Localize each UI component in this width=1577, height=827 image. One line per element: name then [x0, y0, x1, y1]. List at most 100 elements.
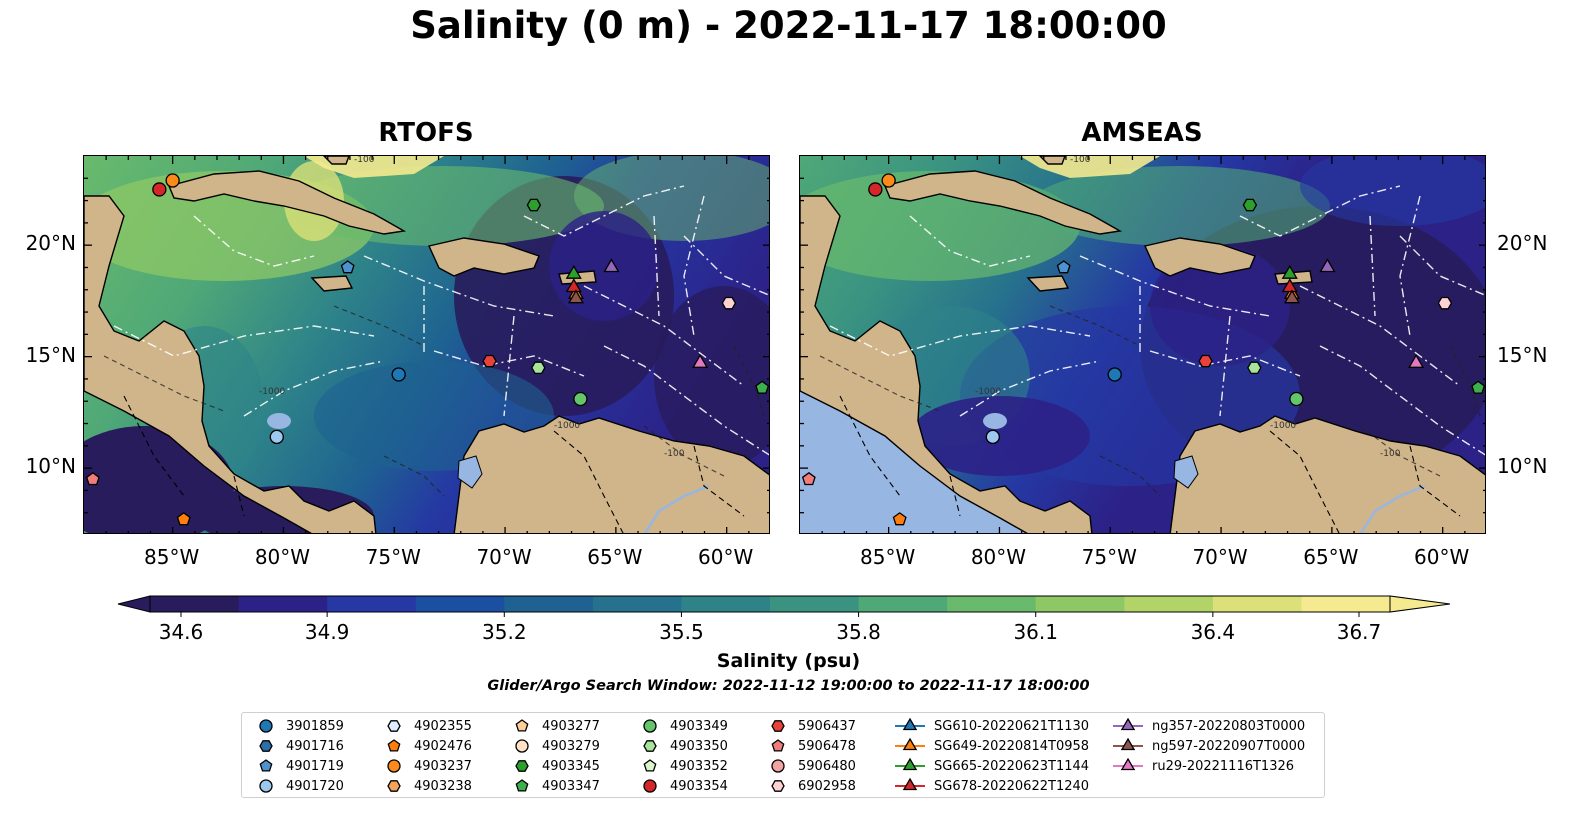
station-marker-4903237[interactable]	[165, 173, 180, 188]
station-marker-4903350[interactable]	[1247, 361, 1262, 375]
contour-label: -100	[1380, 449, 1401, 459]
country-border	[123, 395, 185, 497]
land-mass	[323, 156, 350, 165]
station-marker-4901720[interactable]	[985, 429, 1000, 445]
station-marker-5906478[interactable]	[801, 471, 816, 486]
country-border	[233, 475, 245, 517]
contour-label: -1000	[1270, 421, 1296, 431]
station-marker-5906437[interactable]	[482, 354, 497, 368]
lon-tick-label: 65°W	[1303, 545, 1359, 569]
land-mass	[1039, 156, 1066, 165]
legend-label: 3901859	[286, 718, 344, 734]
hexagon-marker-icon	[771, 720, 785, 732]
pentagon-marker-icon	[771, 739, 785, 752]
country-border	[553, 430, 624, 533]
colorbar-tick-label: 34.9	[304, 620, 350, 644]
legend-entry: 5906437	[766, 716, 856, 736]
station-marker-5906478[interactable]	[85, 471, 100, 486]
station-marker-3901859[interactable]	[391, 367, 406, 382]
circle-marker-icon	[643, 779, 657, 793]
colorbar-bin	[1035, 596, 1125, 612]
legend-entry: ng357-20220803T0000	[1112, 716, 1305, 736]
salinity-patch	[654, 286, 769, 466]
lon-tick-label: 75°W	[1081, 545, 1137, 569]
station-marker-4903347[interactable]	[755, 380, 769, 394]
glider-marker-SG678-20220622T1240[interactable]	[565, 278, 582, 293]
circle-marker-icon	[259, 719, 273, 733]
station-marker-4903354[interactable]	[152, 182, 167, 197]
eez-boundary	[583, 285, 745, 387]
station-marker-4902476[interactable]	[892, 512, 907, 526]
circle-marker-icon	[643, 719, 657, 733]
glider-marker-icon	[895, 717, 925, 731]
legend-entry: 4903237	[382, 756, 472, 776]
legend-entry: 4901719	[254, 756, 344, 776]
station-marker-6902958[interactable]	[1437, 296, 1453, 310]
hexagon-marker-icon	[387, 780, 401, 792]
colorbar-tick-label: 36.7	[1336, 620, 1382, 644]
station-marker-4901720[interactable]	[269, 429, 284, 445]
legend-entry: 4902476	[382, 736, 472, 756]
country-border	[693, 445, 745, 517]
station-marker-4903237[interactable]	[881, 173, 896, 188]
eez-boundary	[683, 235, 769, 296]
glider-marker-ng357-20220803T0000[interactable]	[603, 258, 620, 273]
glider-marker-ng597-20220907T0000[interactable]	[1283, 289, 1301, 304]
legend-label: 4903277	[542, 718, 600, 734]
station-marker-4903350[interactable]	[531, 361, 546, 375]
pentagon-marker-icon	[259, 759, 273, 772]
legend-label: 4903349	[670, 718, 728, 734]
eez-boundary	[523, 185, 685, 237]
colorbar-bin	[1212, 596, 1302, 612]
station-marker-3901859[interactable]	[1107, 367, 1122, 382]
colorbar-extend-low	[117, 595, 151, 613]
station-marker-4903354[interactable]	[868, 182, 883, 197]
glider-marker-ru29-20221116T1326[interactable]	[1408, 353, 1425, 368]
eez-boundary	[503, 315, 515, 417]
country-border	[1409, 445, 1461, 517]
land-mass	[800, 195, 1093, 533]
station-marker-4903349[interactable]	[573, 391, 588, 407]
land-mass	[310, 275, 354, 292]
legend: 3901859 4901716 4901719 4901720 4902355 49024…	[241, 712, 1325, 798]
circle-marker-icon	[771, 759, 785, 773]
station-marker-4903349[interactable]	[1289, 391, 1304, 407]
country-border	[839, 395, 901, 497]
legend-entry: 4903279	[510, 736, 600, 756]
lat-tick-label-left: 15°N	[25, 342, 76, 367]
station-marker-4903345[interactable]	[1242, 198, 1258, 212]
lake-maracaibo	[1173, 455, 1199, 489]
eez-boundary	[113, 325, 375, 357]
glider-marker-ng357-20220803T0000[interactable]	[1319, 258, 1336, 273]
land-mass	[453, 415, 769, 533]
station-marker-4901719[interactable]	[1056, 260, 1071, 274]
glider-marker-icon	[895, 757, 925, 771]
station-marker-5906437[interactable]	[1198, 354, 1213, 368]
station-marker-6902958[interactable]	[721, 296, 737, 310]
station-marker-4903347[interactable]	[1471, 380, 1485, 394]
station-marker-4902476[interactable]	[176, 512, 191, 526]
contour-label: -100	[664, 449, 685, 459]
glider-marker-SG665-20220623T1144[interactable]	[565, 264, 582, 279]
bathymetry-contour	[643, 425, 725, 477]
eez-boundary	[1399, 235, 1485, 296]
lon-tick-label: 70°W	[1192, 545, 1248, 569]
lake-nicaragua	[267, 413, 291, 429]
station-marker-4901719[interactable]	[340, 260, 355, 274]
legend-label: SG678-20220622T1240	[934, 778, 1090, 794]
legend-entry: 6902958	[766, 776, 856, 796]
glider-marker-SG665-20220623T1144[interactable]	[1281, 264, 1298, 279]
station-marker-4903345[interactable]	[526, 198, 542, 212]
glider-marker-ng597-20220907T0000[interactable]	[567, 289, 585, 304]
lake-maracaibo	[457, 455, 483, 489]
glider-marker-SG678-20220622T1240[interactable]	[1281, 278, 1298, 293]
legend-entry: 4903350	[638, 736, 728, 756]
legend-entry: 4903347	[510, 776, 600, 796]
map-panel-rtofs: -100 -1000 -1000 -100	[83, 155, 770, 534]
legend-entry: 4903352	[638, 756, 728, 776]
legend-label: SG665-20220623T1144	[934, 758, 1090, 774]
lat-tick-label-right: 20°N	[1497, 231, 1548, 256]
lat-tick-label-left: 10°N	[25, 454, 76, 479]
bathymetry-contour	[333, 305, 425, 347]
glider-marker-ru29-20221116T1326[interactable]	[692, 353, 709, 368]
